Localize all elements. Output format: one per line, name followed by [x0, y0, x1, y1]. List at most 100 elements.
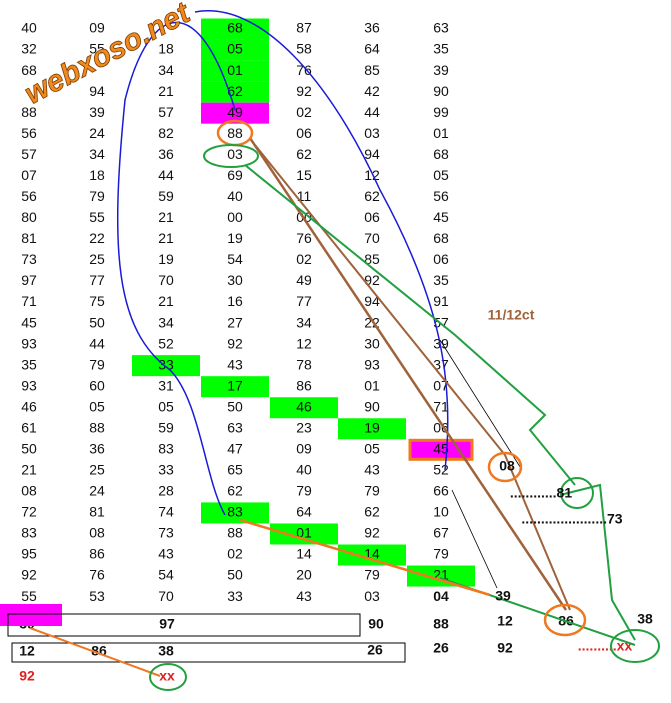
cell-number: 55: [89, 209, 105, 225]
highlight: [338, 544, 406, 566]
cell-number: 92: [296, 83, 312, 99]
cell-number: 62: [296, 146, 312, 162]
cell-number: 04: [433, 588, 449, 604]
cell-number: 88: [21, 104, 37, 120]
bottom-number: ..........xx: [578, 638, 633, 654]
cell-number: 64: [364, 41, 380, 57]
cell-number: 19: [227, 230, 243, 246]
bottom-number: 90: [368, 616, 384, 632]
cell-number: 83: [158, 441, 174, 457]
highlight: [132, 355, 200, 377]
cell-number: 11: [297, 188, 312, 204]
cell-number: 74: [158, 504, 174, 520]
highlight: [270, 523, 338, 545]
cell-number: 40: [21, 20, 37, 36]
cell-number: 30: [364, 335, 380, 351]
cell-number: 85: [364, 251, 380, 267]
green-line: [244, 164, 576, 486]
cell-number: 01: [296, 525, 312, 541]
cell-number: 72: [21, 504, 37, 520]
highlight: [338, 418, 406, 440]
cell-number: 59: [158, 419, 174, 435]
cell-number: 90: [433, 83, 449, 99]
cell-number: 83: [227, 504, 243, 520]
cell-number: 55: [89, 41, 105, 57]
cell-number: 18: [89, 167, 105, 183]
cell-number: 45: [433, 209, 449, 225]
cell-number: 23: [296, 419, 312, 435]
magenta-box: [0, 604, 62, 626]
cell-number: 62: [364, 504, 380, 520]
cell-number: 43: [227, 356, 243, 372]
cell-number: 55: [21, 588, 37, 604]
highlight: [407, 565, 475, 587]
cell-number: 71: [433, 398, 449, 414]
bottom-number: 88: [433, 616, 449, 632]
cell-number: 95: [21, 546, 37, 562]
cell-number: 97: [21, 272, 37, 288]
cell-number: 21: [158, 293, 174, 309]
cell-number: 65: [227, 462, 243, 478]
cell-number: 81: [89, 504, 105, 520]
cell-number: 57: [158, 104, 174, 120]
cell-number: 56: [21, 125, 37, 141]
cell-number: 87: [296, 20, 312, 36]
cell-number: 28: [158, 483, 174, 499]
cell-number: 06: [433, 251, 449, 267]
cell-number: 19: [364, 419, 380, 435]
cell-number: 79: [364, 567, 380, 583]
cell-number: 71: [21, 293, 37, 309]
bottom-number: 26: [367, 642, 383, 658]
cell-number: 02: [296, 251, 312, 267]
cell-number: 62: [364, 188, 380, 204]
cell-number: 92: [227, 335, 243, 351]
cell-number: 62: [227, 83, 243, 99]
cell-number: 39: [433, 62, 449, 78]
cell-number: 79: [433, 546, 449, 562]
note-red: xx: [159, 668, 175, 684]
cell-number: 35: [21, 356, 37, 372]
cell-number: 40: [227, 188, 243, 204]
cell-number: 35: [433, 41, 449, 57]
cell-number: 59: [158, 188, 174, 204]
cell-number: 34: [158, 314, 174, 330]
cell-number: 37: [433, 356, 449, 372]
highlight: [201, 376, 269, 398]
cell-number: 66: [433, 483, 449, 499]
note-red: 92: [19, 668, 35, 684]
highlight: [201, 102, 269, 124]
cell-number: 54: [227, 251, 243, 267]
cell-number: 63: [227, 419, 243, 435]
cell-number: 50: [21, 441, 37, 457]
orange-circle: [487, 451, 523, 483]
cell-number: 39: [89, 104, 105, 120]
thin-line: [439, 339, 523, 471]
cell-number: 08: [21, 483, 37, 499]
cell-number: 18: [158, 41, 174, 57]
note-label: 11/12ct: [488, 307, 535, 323]
highlights: [132, 18, 475, 587]
annotations: [29, 10, 660, 691]
cell-number: 21: [158, 230, 174, 246]
cell-number: 36: [158, 146, 174, 162]
cell-number: 03: [227, 146, 243, 162]
cell-number: 50: [227, 567, 243, 583]
cell-number: 45: [21, 314, 37, 330]
cell-number: 02: [227, 546, 243, 562]
cell-number: 01: [364, 377, 380, 393]
cell-number: 93: [364, 356, 380, 372]
cell-number: 73: [158, 525, 174, 541]
highlight: [201, 39, 269, 61]
cell-number: 76: [296, 230, 312, 246]
cell-number: 88: [89, 419, 105, 435]
green-circle: [560, 477, 594, 509]
brown-line: [248, 137, 568, 611]
bottom-number: 97: [159, 616, 175, 632]
cell-number: 79: [89, 356, 105, 372]
cell-number: 80: [21, 209, 37, 225]
cell-number: 32: [21, 41, 37, 57]
cell-number: 58: [296, 41, 312, 57]
cell-number: 05: [364, 441, 380, 457]
cell-number: 79: [296, 483, 312, 499]
